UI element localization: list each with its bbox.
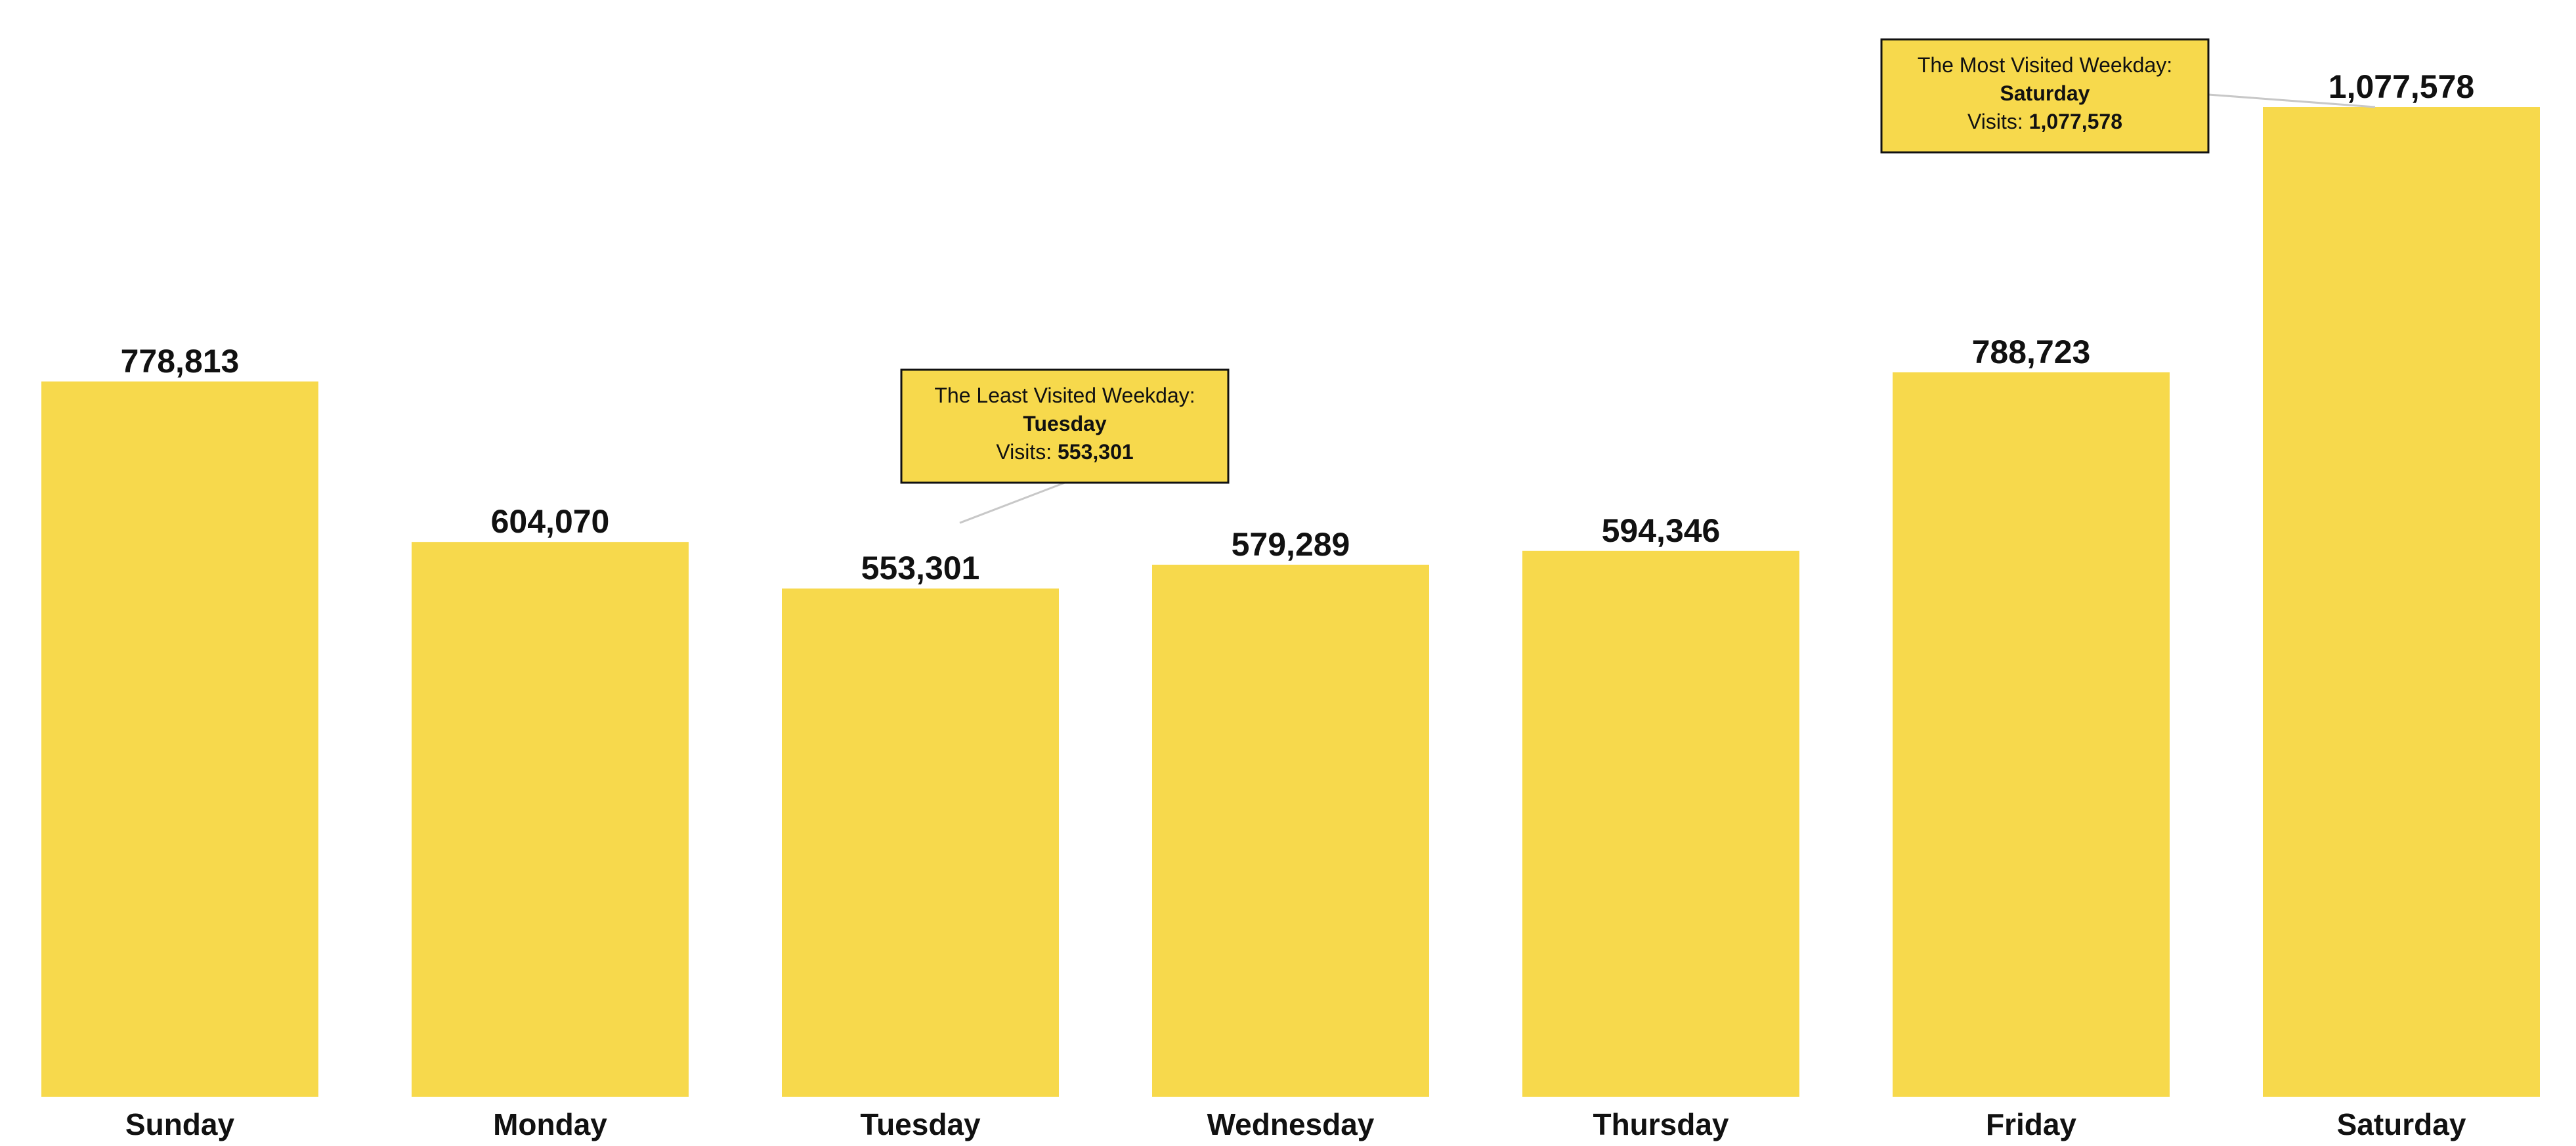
annotation-weekday: Tuesday xyxy=(1023,412,1107,435)
annotation-leader-line xyxy=(2208,93,2376,108)
value-label-thursday: 594,346 xyxy=(1602,512,1721,549)
annotation-tuesday: The Least Visited Weekday: Tuesday Visits:… xyxy=(900,368,1230,524)
category-label-wednesday: Wednesday xyxy=(1207,1107,1375,1141)
annotation-title: The Least Visited Weekday: xyxy=(934,384,1195,407)
category-label-thursday: Thursday xyxy=(1593,1107,1728,1141)
bar-thursday xyxy=(1522,550,1799,1097)
bar-monday xyxy=(412,542,689,1097)
bar-saturday xyxy=(2263,107,2540,1097)
annotation-visits: Visits: 1,077,578 xyxy=(1967,110,2122,133)
category-label-saturday: Saturday xyxy=(2337,1107,2466,1141)
bars-group xyxy=(41,107,2540,1097)
annotation-saturday: The Most Visited Weekday: Saturday Visits:… xyxy=(1880,38,2376,154)
value-label-monday: 604,070 xyxy=(491,503,610,540)
value-label-sunday: 778,813 xyxy=(121,343,240,380)
annotation-visits-prefix: Visits: xyxy=(996,440,1058,464)
category-label-tuesday: Tuesday xyxy=(860,1107,981,1141)
annotation-box xyxy=(1880,38,2210,154)
annotation-visits-prefix: Visits: xyxy=(1967,110,2029,133)
annotation-leader-line xyxy=(959,481,1065,524)
category-label-friday: Friday xyxy=(1986,1107,2076,1141)
bar-wednesday xyxy=(1152,564,1429,1097)
value-labels-group: 778,813 604,070 553,301 579,289 594,346 788,7… xyxy=(121,68,2475,586)
category-labels-group: Sunday Monday Tuesday Wednesday Thursday Frid… xyxy=(125,1107,2466,1141)
bar-sunday xyxy=(41,381,318,1097)
annotation-title: The Most Visited Weekday: xyxy=(1918,53,2172,77)
category-label-monday: Monday xyxy=(493,1107,607,1141)
annotation-weekday: Saturday xyxy=(2000,81,2090,105)
bar-tuesday xyxy=(782,588,1059,1097)
annotation-box xyxy=(900,368,1230,484)
category-label-sunday: Sunday xyxy=(125,1107,235,1141)
value-label-tuesday: 553,301 xyxy=(861,550,980,586)
bar-friday xyxy=(1893,372,2170,1097)
annotations-group: The Least Visited Weekday: Tuesday Visits:… xyxy=(900,38,2376,524)
value-label-wednesday: 579,289 xyxy=(1232,526,1350,563)
annotation-visits-value: 553,301 xyxy=(1058,440,1134,464)
value-label-saturday: 1,077,578 xyxy=(2329,68,2474,105)
value-label-friday: 788,723 xyxy=(1972,334,2091,370)
annotation-visits: Visits: 553,301 xyxy=(996,440,1133,464)
annotation-visits-value: 1,077,578 xyxy=(2029,110,2122,133)
